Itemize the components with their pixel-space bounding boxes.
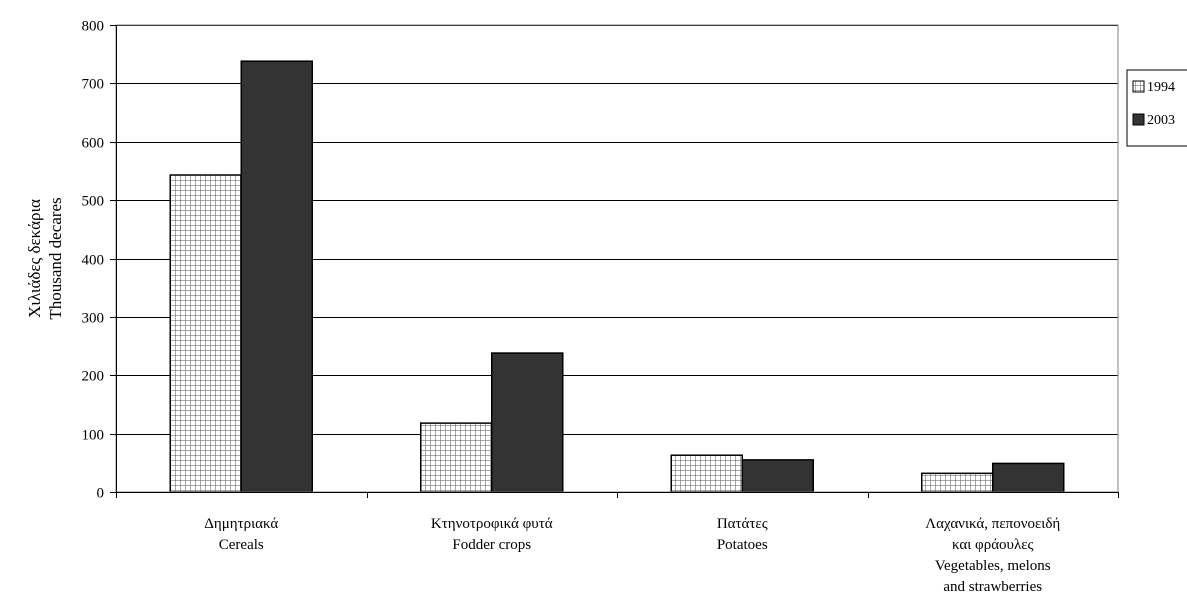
y-tick-label-700: 700	[82, 77, 105, 93]
bars	[169, 60, 1065, 493]
category-label-3: Λαχανικά, πεπονοειδή και φράουλες Vegetabl…	[925, 516, 1060, 595]
y-tick-label-0: 0	[97, 486, 105, 502]
legend-label-2003: 2003	[1147, 113, 1175, 128]
bar-1994-3	[921, 472, 994, 493]
legend: 1994 2003	[1126, 69, 1187, 147]
category-label-2: Πατάτες Potatoes	[717, 516, 768, 553]
legend-label-1994: 1994	[1147, 80, 1175, 95]
category-label-0: Δημητριακά Cereals	[204, 516, 278, 553]
y-tick-label-500: 500	[82, 194, 105, 210]
y-tick-labels: 0 100 200 300 400 500 600 700 800	[82, 19, 105, 502]
y-axis-title-text: Χιλιάδες δεκάρια Thousand decares	[25, 197, 65, 319]
axes	[110, 24, 1119, 498]
bar-2003-0	[240, 60, 313, 493]
bar-2003-3	[992, 462, 1065, 493]
y-tick-label-400: 400	[82, 253, 105, 269]
bar-1994-0	[169, 174, 242, 493]
legend-swatch-1994	[1132, 80, 1145, 93]
y-tick-label-100: 100	[82, 428, 105, 444]
bar-2003-1	[491, 352, 564, 493]
y-axis-title: Χιλιάδες δεκάρια Thousand decares	[25, 197, 65, 319]
legend-swatch-2003	[1132, 113, 1145, 126]
y-tick-label-200: 200	[82, 369, 105, 385]
y-tick-label-300: 300	[82, 311, 105, 327]
y-tick-label-600: 600	[82, 136, 105, 152]
y-tick-label-800: 800	[82, 19, 105, 35]
bar-1994-1	[420, 422, 493, 493]
category-label-1: Κτηνοτροφικά φυτά Fodder crops	[431, 516, 553, 553]
bar-2003-2	[741, 459, 814, 493]
bar-1994-2	[670, 454, 743, 493]
category-labels: Δημητριακά Cereals Κτηνοτροφικά φυτά Fodder…	[204, 516, 1060, 595]
